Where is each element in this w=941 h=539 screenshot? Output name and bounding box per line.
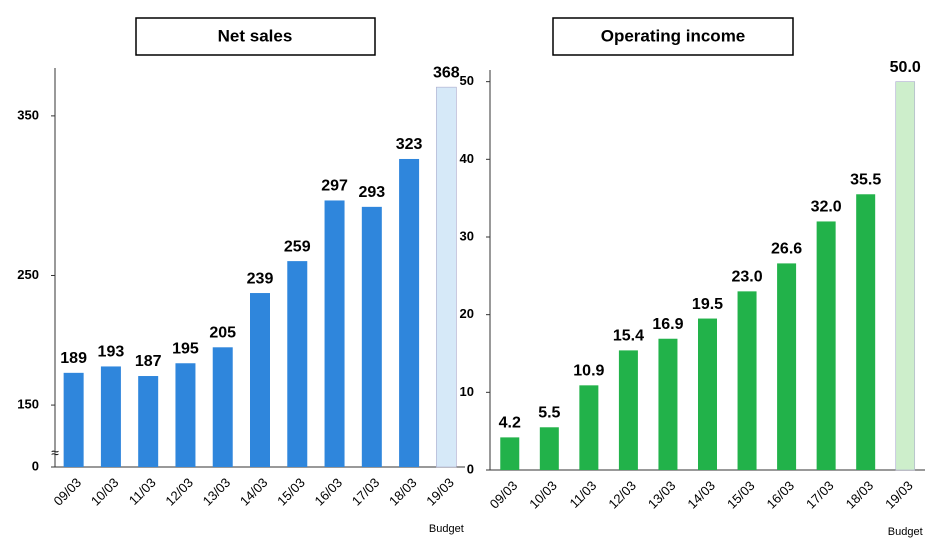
bar bbox=[856, 194, 876, 470]
value-label: 293 bbox=[358, 184, 385, 201]
bar bbox=[287, 261, 308, 467]
value-label: 4.2 bbox=[499, 415, 521, 432]
bar bbox=[324, 200, 345, 467]
bar bbox=[500, 437, 520, 470]
bar bbox=[100, 366, 121, 467]
value-label: 297 bbox=[321, 178, 348, 195]
bar bbox=[539, 427, 559, 470]
x-tick-label: 19/03 bbox=[423, 475, 457, 509]
value-label: 50.0 bbox=[890, 59, 921, 76]
x-tick-label: 18/03 bbox=[843, 478, 877, 512]
bar bbox=[138, 376, 159, 467]
y-tick-label: 350 bbox=[17, 107, 39, 122]
x-tick-label: 17/03 bbox=[803, 478, 837, 512]
value-label: 26.6 bbox=[771, 241, 802, 258]
value-label: 193 bbox=[98, 344, 125, 361]
x-tick-label: 09/03 bbox=[487, 478, 521, 512]
bar bbox=[436, 86, 457, 468]
x-tick-label: 11/03 bbox=[566, 478, 599, 511]
value-label: 323 bbox=[396, 136, 423, 153]
x-tick-label: 18/03 bbox=[386, 475, 420, 509]
value-label: 35.5 bbox=[850, 171, 881, 188]
value-label: 239 bbox=[247, 270, 274, 287]
bar bbox=[63, 372, 84, 467]
x-tick-label: 14/03 bbox=[237, 475, 271, 509]
x-tick-label: 15/03 bbox=[724, 478, 758, 512]
bar bbox=[175, 363, 196, 467]
x-tick-label: 12/03 bbox=[162, 475, 196, 509]
value-label: 15.4 bbox=[613, 328, 644, 345]
title-box bbox=[135, 17, 376, 56]
y-tick-label: 40 bbox=[460, 151, 474, 166]
chart-title: Net sales bbox=[218, 26, 293, 45]
bar bbox=[579, 385, 599, 470]
bar bbox=[698, 318, 717, 470]
y-tick-label: 250 bbox=[17, 267, 39, 282]
bar bbox=[895, 81, 916, 471]
bar bbox=[399, 158, 420, 468]
value-label: 259 bbox=[284, 238, 311, 255]
value-label: 10.9 bbox=[573, 363, 604, 380]
y-tick-label: 0 bbox=[467, 461, 474, 476]
x-tick-label: 09/03 bbox=[51, 475, 85, 509]
y-tick-label: 20 bbox=[460, 306, 474, 321]
value-label: 187 bbox=[135, 353, 162, 370]
bar bbox=[618, 350, 638, 470]
bar bbox=[777, 263, 797, 470]
value-label: 23.0 bbox=[731, 269, 762, 286]
chart-title: Operating income bbox=[601, 26, 746, 45]
bar bbox=[212, 347, 233, 467]
x-tick-label: 10/03 bbox=[88, 475, 122, 509]
category-note: Budget bbox=[429, 523, 464, 535]
bar bbox=[816, 221, 836, 470]
title-box bbox=[552, 17, 794, 56]
y-tick-label: 150 bbox=[17, 397, 39, 412]
value-label: 195 bbox=[172, 340, 199, 357]
x-tick-label: 19/03 bbox=[882, 478, 916, 512]
bar bbox=[737, 291, 757, 470]
value-label: 32.0 bbox=[811, 199, 842, 216]
bar bbox=[658, 338, 678, 470]
x-tick-label: 10/03 bbox=[526, 478, 560, 512]
x-tick-label: 14/03 bbox=[684, 478, 718, 512]
x-tick-label: 16/03 bbox=[764, 478, 798, 512]
value-label: 16.9 bbox=[652, 316, 683, 333]
y-tick-label: 10 bbox=[460, 384, 474, 399]
x-tick-label: 16/03 bbox=[311, 475, 345, 509]
x-tick-label: 13/03 bbox=[645, 478, 679, 512]
x-tick-label: 12/03 bbox=[605, 478, 639, 512]
value-label: 368 bbox=[433, 64, 460, 81]
x-tick-label: 17/03 bbox=[349, 475, 383, 509]
value-label: 5.5 bbox=[538, 405, 560, 422]
x-tick-label: 11/03 bbox=[126, 475, 159, 508]
value-label: 205 bbox=[209, 325, 236, 342]
x-tick-label: 13/03 bbox=[200, 475, 234, 509]
category-note: Budget bbox=[888, 526, 923, 538]
bar bbox=[250, 293, 270, 467]
bar bbox=[361, 206, 382, 468]
y-tick-label: 50 bbox=[460, 73, 474, 88]
y-tick-label: 30 bbox=[460, 228, 474, 243]
x-tick-label: 15/03 bbox=[274, 475, 308, 509]
y-tick-label: 0 bbox=[32, 458, 39, 473]
value-label: 19.5 bbox=[692, 296, 723, 313]
value-label: 189 bbox=[60, 350, 87, 367]
